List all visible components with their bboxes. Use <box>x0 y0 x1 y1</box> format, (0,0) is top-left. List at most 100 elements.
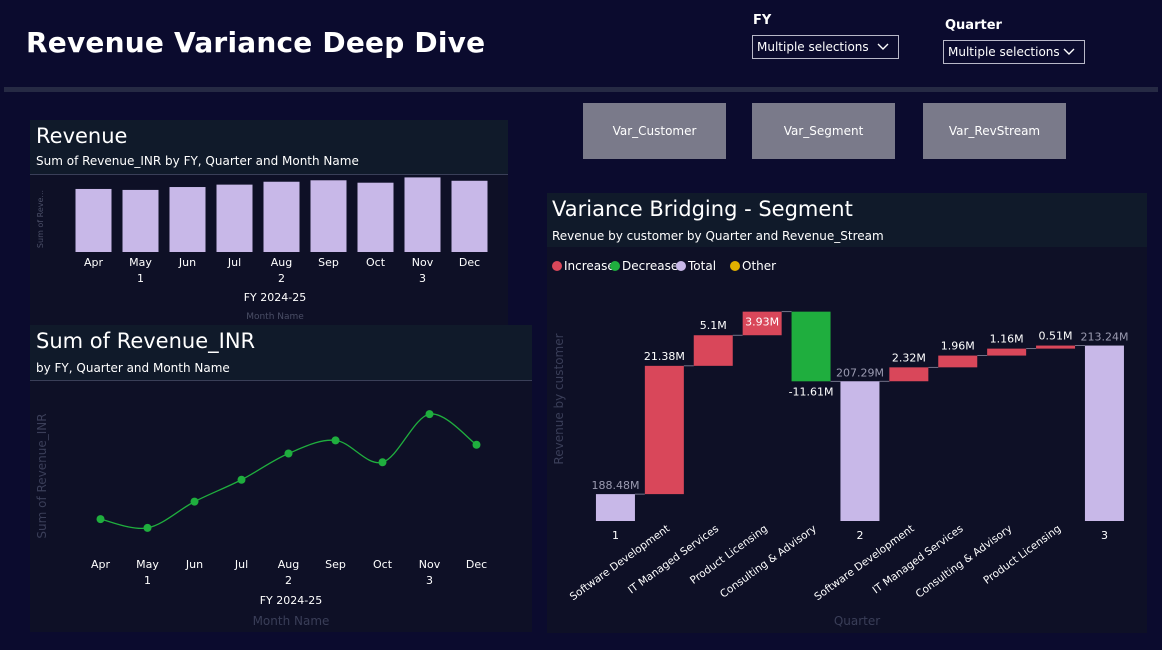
line-x-tick-label: Dec <box>466 558 487 571</box>
revenue-bar[interactable] <box>169 187 206 252</box>
waterfall-bar[interactable] <box>791 311 831 382</box>
waterfall-bar[interactable] <box>595 494 635 521</box>
var-segment-button[interactable]: Var_Segment <box>752 103 895 159</box>
waterfall-bar[interactable] <box>840 381 880 521</box>
revenue-bar[interactable] <box>263 181 300 252</box>
waterfall-x-tick-label: Consulting & Advisory <box>914 523 1015 601</box>
fy-slicer-dropdown[interactable]: Multiple selections <box>752 35 899 59</box>
var-customer-button[interactable]: Var_Customer <box>583 103 726 159</box>
line-point[interactable] <box>425 410 434 419</box>
line-x-tick-label: Nov <box>419 558 441 571</box>
page-title: Revenue Variance Deep Dive <box>26 26 486 59</box>
quarter-slicer-value: Multiple selections <box>948 45 1060 59</box>
waterfall-panel-title: Variance Bridging - Segment <box>552 197 853 221</box>
line-x-tick-label: Oct <box>373 558 393 571</box>
line-fy-label: FY 2024-25 <box>260 594 323 607</box>
line-point[interactable] <box>143 523 152 532</box>
waterfall-bar[interactable] <box>1036 345 1076 349</box>
waterfall-x-tick-label: Software Development <box>568 523 672 603</box>
line-x-tick-label: May <box>136 558 159 571</box>
header-divider <box>4 87 1158 92</box>
revenue-bar[interactable] <box>310 180 347 252</box>
chevron-down-icon <box>877 43 889 50</box>
waterfall-data-label: 207.29M <box>836 366 884 379</box>
waterfall-bar[interactable] <box>693 335 733 366</box>
bar-x-axis-label: Month Name <box>246 312 304 322</box>
line-quarter-label: 3 <box>426 574 433 587</box>
waterfall-x-tick-label: Consulting & Advisory <box>718 523 819 601</box>
waterfall-bar[interactable] <box>1084 345 1124 521</box>
waterfall-panel: Variance Bridging - Segment Revenue by c… <box>547 193 1147 633</box>
bar-x-tick-label: Nov <box>412 256 434 269</box>
waterfall-y-axis-label: Revenue by customer <box>552 333 566 464</box>
waterfall-chart: Increase Decrease Total Other Revenue by cu… <box>552 259 1128 628</box>
waterfall-x-tick-label: IT Managed Services <box>626 523 721 597</box>
line-point[interactable] <box>237 475 246 484</box>
legend-swatch <box>610 261 620 271</box>
waterfall-bar[interactable] <box>889 367 929 382</box>
waterfall-data-label: 1.96M <box>941 340 975 353</box>
line-x-tick-label: Jun <box>185 558 203 571</box>
revenue-line-chart: Sum of Revenue_INR Apr May Jun Jul Aug Sep Oct… <box>35 410 487 628</box>
legend-swatch <box>552 261 562 271</box>
revenue-line-panel: Sum of Revenue_INR by FY, Quarter and Mo… <box>30 325 532 632</box>
bar-x-tick-label: Jun <box>178 256 196 269</box>
bar-fy-label: FY 2024-25 <box>244 291 307 304</box>
line-quarter-label: 2 <box>285 574 292 587</box>
bar-x-tick-label: Aug <box>271 256 292 269</box>
waterfall-bar[interactable] <box>644 365 684 495</box>
bar-x-tick-label: Apr <box>84 256 104 269</box>
waterfall-data-label: 3.93M <box>745 316 779 329</box>
bar-x-tick-label: May <box>129 256 152 269</box>
quarter-slicer-dropdown[interactable]: Multiple selections <box>943 40 1085 64</box>
line-x-tick-label: Jul <box>234 558 248 571</box>
bar-quarter-label: 3 <box>419 272 426 285</box>
revenue-bar[interactable] <box>216 184 253 252</box>
fy-slicer-value: Multiple selections <box>757 40 869 54</box>
waterfall-x-tick-label: 1 <box>612 529 619 542</box>
legend-label[interactable]: Total <box>687 259 716 273</box>
chevron-down-icon <box>1063 48 1075 55</box>
waterfall-data-label: 188.48M <box>591 479 639 492</box>
line-point[interactable] <box>284 449 293 458</box>
bar-y-axis-label: Sum of Reve... <box>36 190 45 248</box>
legend-label[interactable]: Increase <box>564 259 615 273</box>
revenue-bar[interactable] <box>357 182 394 252</box>
revenue-bar[interactable] <box>404 177 441 252</box>
legend-swatch <box>730 261 740 271</box>
bar-x-tick-label: Sep <box>318 256 339 269</box>
line-quarter-label: 1 <box>144 574 151 587</box>
line-x-tick-label: Sep <box>325 558 346 571</box>
waterfall-x-axis-label: Quarter <box>834 614 880 628</box>
line-x-tick-label: Aug <box>278 558 299 571</box>
legend-label[interactable]: Other <box>742 259 776 273</box>
quarter-slicer-label: Quarter <box>945 18 1002 33</box>
waterfall-x-tick-label: 2 <box>856 529 863 542</box>
line-point[interactable] <box>331 436 340 445</box>
bar-quarter-label: 2 <box>278 272 285 285</box>
legend-swatch <box>676 261 686 271</box>
legend-label[interactable]: Decrease <box>622 259 678 273</box>
revenue-bar[interactable] <box>451 180 488 252</box>
line-point[interactable] <box>472 440 481 449</box>
revenue-panel-title: Revenue <box>36 124 128 148</box>
line-point[interactable] <box>190 497 199 506</box>
line-point[interactable] <box>378 458 387 467</box>
waterfall-bar[interactable] <box>938 355 978 368</box>
line-x-tick-label: Apr <box>91 558 111 571</box>
waterfall-bar[interactable] <box>987 348 1027 356</box>
revenue-bar[interactable] <box>75 188 112 252</box>
waterfall-x-tick-label: 3 <box>1101 529 1108 542</box>
line-point[interactable] <box>96 515 105 524</box>
waterfall-x-tick-label: IT Managed Services <box>870 523 965 597</box>
revenue-bar-chart: Sum of Reve... Apr May 1 Jun Jul Aug 2 Sep Oct No… <box>36 177 488 322</box>
revenue-bar[interactable] <box>122 189 159 252</box>
line-x-axis-label: Month Name <box>253 614 330 628</box>
waterfall-bar[interactable] <box>742 311 782 336</box>
waterfall-data-label: 5.1M <box>700 319 727 332</box>
revenue-panel-subtitle: Sum of Revenue_INR by FY, Quarter and Mo… <box>36 154 359 168</box>
var-revstream-button[interactable]: Var_RevStream <box>923 103 1066 159</box>
line-panel-title: Sum of Revenue_INR <box>36 329 256 353</box>
revenue-line-series <box>100 413 477 530</box>
bar-x-tick-label: Oct <box>366 256 386 269</box>
